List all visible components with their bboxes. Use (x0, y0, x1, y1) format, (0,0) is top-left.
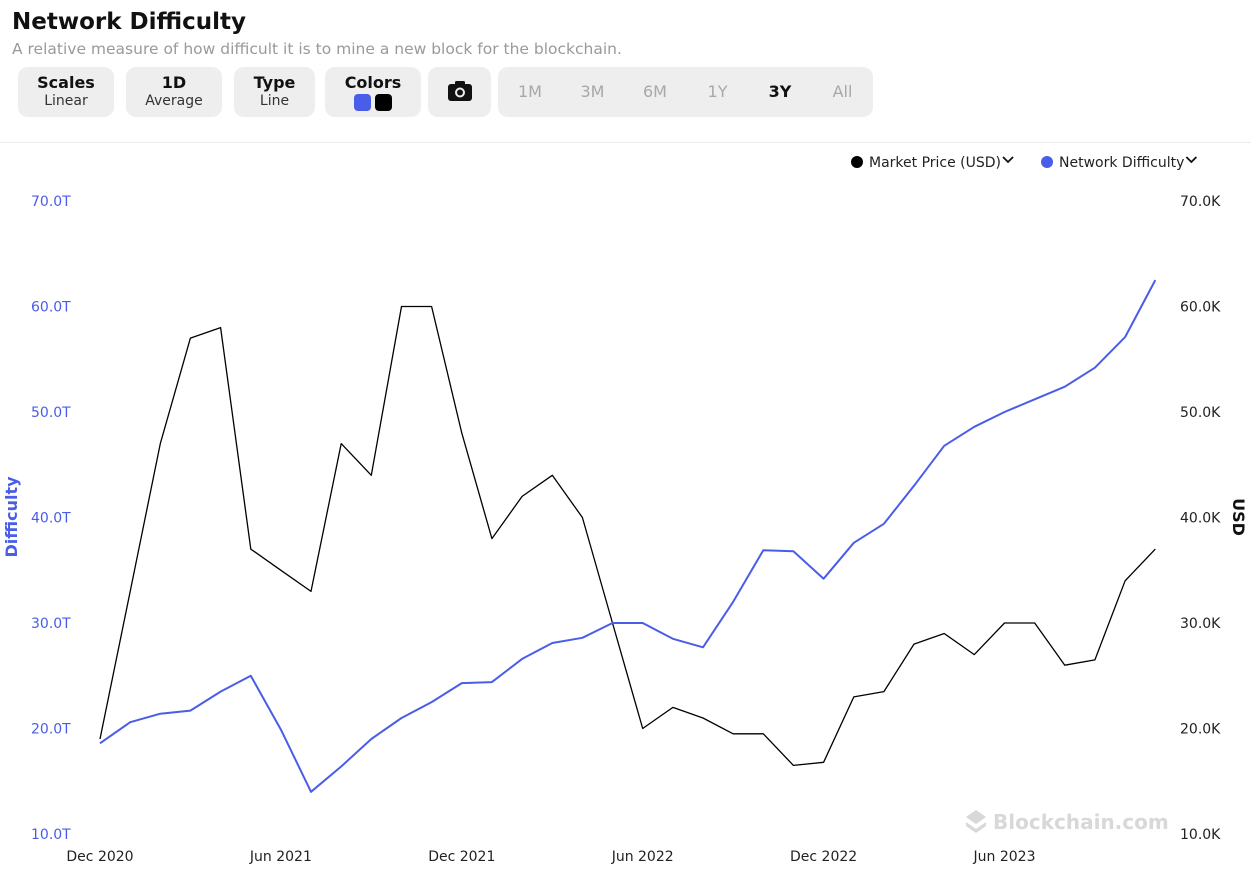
x-tick-label: Dec 2021 (428, 849, 495, 865)
x-tick-label: Jun 2023 (973, 849, 1036, 865)
legend-marker (851, 156, 863, 168)
control-key: Colors (344, 73, 402, 92)
x-tick-label: Jun 2022 (611, 849, 674, 865)
y2-tick-label: 60.0K (1180, 300, 1221, 316)
legend-marker (1041, 156, 1054, 168)
y-tick-label: 70.0T (31, 194, 71, 210)
separator (0, 142, 1251, 143)
color-swatch[interactable] (354, 94, 371, 111)
y2-tick-label: 10.0K (1180, 827, 1221, 843)
control-key: Type (253, 73, 296, 92)
page-title: Network Difficulty (12, 9, 247, 35)
control-key: 1D (161, 73, 187, 92)
legend-chevron (1002, 156, 1014, 164)
color-swatch[interactable] (375, 94, 392, 111)
range-button[interactable]: 3M (580, 82, 605, 101)
legend-label: Network Difficulty (1059, 155, 1184, 171)
series-line (99, 279, 1157, 793)
watermark-text: Blockchain.com (993, 810, 1169, 834)
snapshot-button[interactable] (428, 67, 491, 117)
legend-label: Market Price (USD) (869, 155, 1001, 171)
camera-icon (447, 81, 472, 101)
control-button[interactable]: 1D Average (126, 67, 222, 117)
range-button[interactable]: 1M (518, 82, 542, 101)
y2-axis-title: USD (1229, 498, 1248, 536)
y-axis-title: Difficulty (2, 476, 21, 558)
x-tick-label: Jun 2021 (249, 849, 312, 865)
control-value: Average (145, 93, 203, 109)
range-button[interactable]: 1Y (707, 82, 728, 101)
control-button[interactable]: Colors (325, 67, 421, 117)
range-selector: 1M 3M 6M 1Y 3Y All (498, 67, 873, 117)
y2-tick-label: 50.0K (1180, 405, 1221, 421)
range-button[interactable]: All (832, 82, 853, 101)
range-button[interactable]: 3Y (768, 82, 792, 101)
x-tick-label: Dec 2022 (790, 849, 857, 865)
y-tick-label: 50.0T (31, 405, 71, 421)
y-tick-label: 20.0T (31, 722, 71, 738)
watermark-logo (966, 810, 986, 833)
watermark: Blockchain.com (966, 810, 1169, 834)
control-value: Line (259, 93, 290, 109)
control-key: Scales (37, 73, 95, 92)
y2-tick-label: 40.0K (1180, 511, 1221, 527)
legend-item[interactable]: Network Difficulty (1041, 155, 1197, 171)
y-tick-label: 10.0T (31, 827, 71, 843)
range-button[interactable]: 6M (643, 82, 667, 101)
y-tick-label: 60.0T (31, 300, 71, 316)
control-button[interactable]: Type Line (234, 67, 315, 117)
color-swatches (325, 92, 421, 115)
control-value: Linear (44, 93, 88, 109)
y2-tick-label: 20.0K (1180, 722, 1221, 738)
y-tick-label: 30.0T (31, 616, 71, 632)
control-button[interactable]: Scales Linear (18, 67, 114, 117)
series-line (99, 305, 1156, 767)
y2-tick-label: 70.0K (1180, 194, 1221, 210)
y-tick-label: 40.0T (31, 511, 71, 527)
legend-chevron (1185, 156, 1197, 164)
x-tick-label: Dec 2020 (66, 849, 133, 865)
y2-tick-label: 30.0K (1180, 616, 1221, 632)
legend-item[interactable]: Market Price (USD) (851, 155, 1014, 171)
page-subtitle: A relative measure of how difficult it i… (12, 40, 622, 58)
